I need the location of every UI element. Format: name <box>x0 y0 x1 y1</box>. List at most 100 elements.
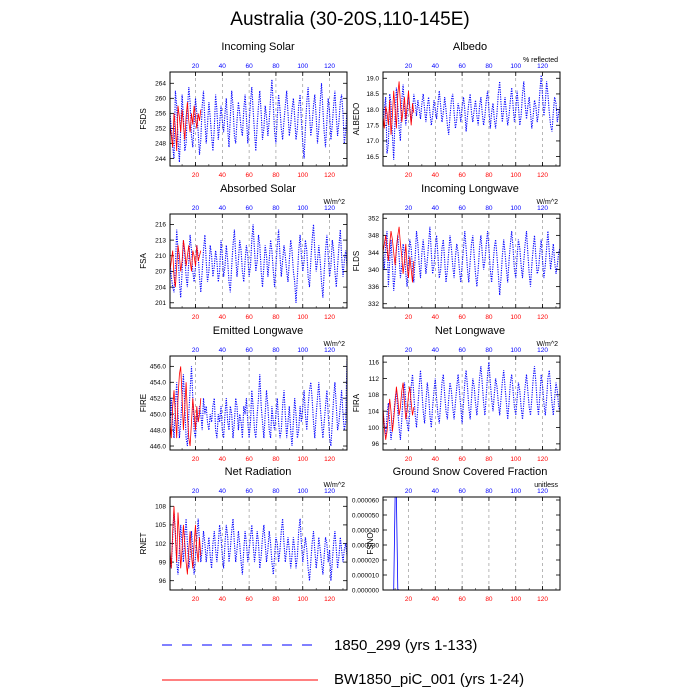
y-tick-label: 0.000020 <box>352 557 379 564</box>
y-tick-label: 252 <box>155 126 166 133</box>
y-tick-label: 210 <box>155 253 166 260</box>
x-tick-label-bottom: 100 <box>510 456 521 463</box>
x-tick-label-top: 60 <box>458 205 466 212</box>
x-tick-label-top: 60 <box>458 63 466 70</box>
series-line-experiment <box>382 382 415 440</box>
panel-title: Incoming Longwave <box>421 183 519 195</box>
x-tick-label-bottom: 60 <box>458 314 466 321</box>
x-tick-label-bottom: 100 <box>297 172 308 179</box>
y-tick-label: 213 <box>155 237 166 244</box>
x-tick-label-top: 120 <box>324 205 335 212</box>
x-tick-label-top: 120 <box>537 205 548 212</box>
x-tick-label-top: 60 <box>245 347 253 354</box>
y-tick-label: 99 <box>159 559 167 566</box>
x-tick-label-bottom: 80 <box>272 456 280 463</box>
y-tick-label: 0.000030 <box>352 542 379 549</box>
x-tick-label-bottom: 120 <box>324 596 335 603</box>
y-tick-label: 344 <box>368 250 379 257</box>
x-tick-label-top: 20 <box>405 488 413 495</box>
panel-fsa: Absorbed Solar 20 40 60 80 100 120 20 40 60 80 100 1… <box>139 183 348 321</box>
y-tick-label: 216 <box>155 222 166 229</box>
y-tick-label: 256 <box>155 111 166 118</box>
y-axis-label: RNET <box>139 533 148 555</box>
x-tick-label-bottom: 120 <box>324 456 335 463</box>
x-tick-label-bottom: 100 <box>510 172 521 179</box>
y-axis-label: FIRA <box>352 393 361 412</box>
panel-title: Ground Snow Covered Fraction <box>393 466 548 478</box>
y-tick-label: 16.5 <box>366 154 379 161</box>
y-axis-label: FSNO <box>366 532 375 554</box>
x-tick-label-bottom: 120 <box>537 314 548 321</box>
panel-frame <box>382 213 561 309</box>
panel-frame <box>382 71 561 167</box>
y-axis-label: FLDS <box>352 251 361 271</box>
x-tick-label-bottom: 20 <box>192 172 200 179</box>
series-line-experiment <box>382 81 415 135</box>
x-tick-label-top: 80 <box>272 205 280 212</box>
x-tick-label-top: 100 <box>297 63 308 70</box>
series-line-experiment <box>382 226 415 283</box>
panel-frame <box>169 355 348 451</box>
series-line-control <box>382 75 561 160</box>
x-tick-label-bottom: 80 <box>272 314 280 321</box>
y-tick-label: 108 <box>155 504 166 511</box>
x-tick-label-top: 40 <box>219 205 227 212</box>
x-tick-label-top: 20 <box>192 347 200 354</box>
y-tick-label: 104 <box>368 408 379 415</box>
panel-frame <box>169 496 348 591</box>
y-tick-label: 17.0 <box>366 138 379 145</box>
x-tick-label-bottom: 20 <box>405 314 413 321</box>
y-tick-label: 452.0 <box>150 396 167 403</box>
legend-swatch-control <box>162 644 318 646</box>
x-tick-label-bottom: 60 <box>245 456 253 463</box>
units-label: W/m^2 <box>323 199 345 206</box>
y-axis-label: FIRE <box>139 394 148 412</box>
x-tick-label-bottom: 100 <box>510 596 521 603</box>
y-tick-label: 108 <box>368 392 379 399</box>
y-tick-label: 264 <box>155 81 166 88</box>
y-tick-label: 18.5 <box>366 91 379 98</box>
x-tick-label-bottom: 20 <box>192 456 200 463</box>
x-tick-label-top: 20 <box>405 205 413 212</box>
y-tick-label: 248 <box>155 141 166 148</box>
units-label: W/m^2 <box>536 199 558 206</box>
x-tick-label-top: 120 <box>324 488 335 495</box>
x-tick-label-top: 60 <box>245 63 253 70</box>
x-tick-label-top: 120 <box>537 63 548 70</box>
panel-title: Net Longwave <box>435 325 505 337</box>
panel-title: Incoming Solar <box>221 41 295 53</box>
panel-rnet: Net Radiation 20 40 60 80 100 120 20 40 60 80 100 12… <box>139 466 348 603</box>
x-tick-label-bottom: 60 <box>458 172 466 179</box>
x-tick-label-top: 100 <box>297 488 308 495</box>
x-tick-label-bottom: 40 <box>432 456 440 463</box>
x-tick-label-bottom: 40 <box>432 172 440 179</box>
y-axis-label: ALBEDO <box>352 103 361 135</box>
x-tick-label-top: 40 <box>432 347 440 354</box>
y-tick-label: 0.000000 <box>352 587 379 594</box>
panel-fire: Emitted Longwave 20 40 60 80 100 120 20 40 60 80 10… <box>139 325 348 463</box>
x-tick-label-top: 40 <box>432 63 440 70</box>
x-tick-label-top: 40 <box>219 347 227 354</box>
x-tick-label-bottom: 120 <box>537 456 548 463</box>
y-tick-label: 204 <box>155 284 166 291</box>
x-tick-label-top: 120 <box>537 347 548 354</box>
y-tick-label: 116 <box>369 359 380 366</box>
y-tick-label: 207 <box>155 269 166 276</box>
legend-swatch-experiment <box>162 679 318 681</box>
series-line-control <box>382 226 561 296</box>
y-tick-label: 446.0 <box>150 443 167 450</box>
panel-title: Emitted Longwave <box>213 325 304 337</box>
y-tick-label: 260 <box>155 96 166 103</box>
x-tick-label-bottom: 40 <box>432 596 440 603</box>
y-tick-label: 0.000060 <box>352 497 379 504</box>
series-line-control <box>382 362 561 440</box>
x-tick-label-top: 80 <box>485 347 493 354</box>
x-tick-label-bottom: 60 <box>458 596 466 603</box>
x-tick-label-bottom: 80 <box>272 596 280 603</box>
y-tick-label: 448.0 <box>150 427 167 434</box>
x-tick-label-top: 80 <box>272 347 280 354</box>
x-tick-label-bottom: 80 <box>485 172 493 179</box>
y-tick-label: 0.000010 <box>352 572 379 579</box>
